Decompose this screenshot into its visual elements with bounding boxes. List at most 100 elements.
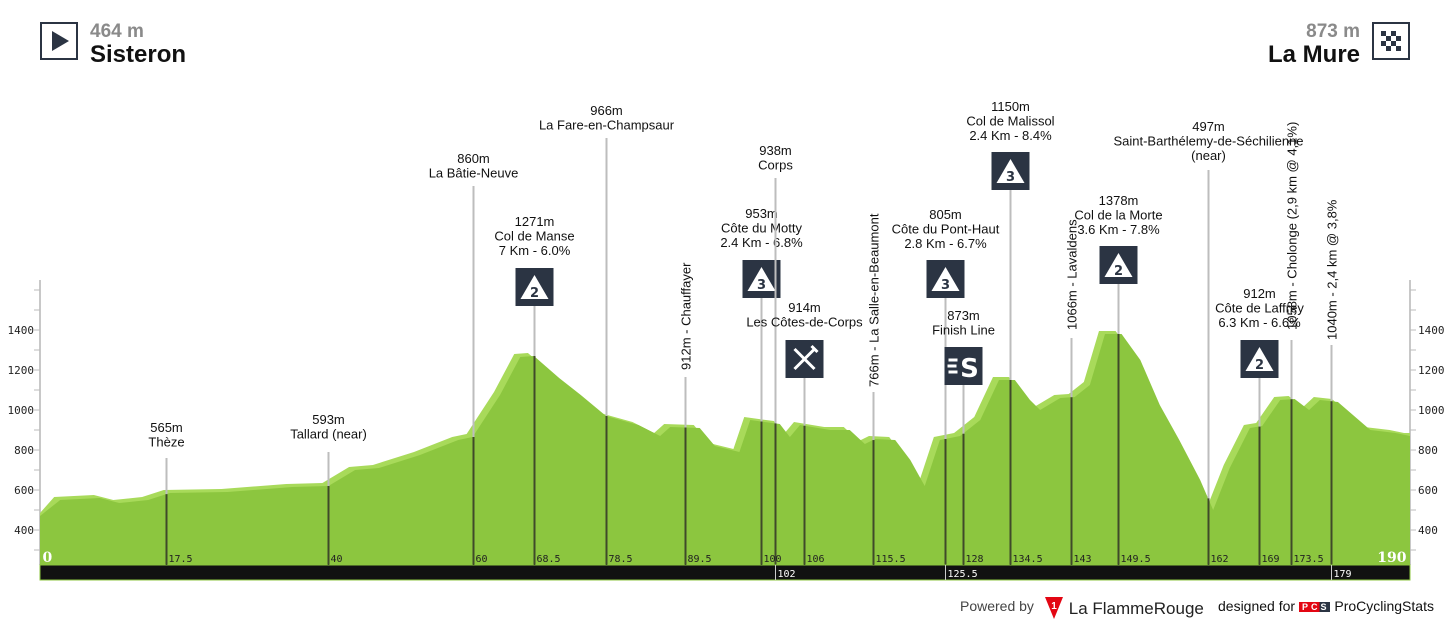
marker-label: Les Côtes-de-Corps	[746, 315, 863, 330]
km-label: 78.5	[609, 554, 633, 565]
marker-label: 2.8 Km - 6.7%	[904, 236, 987, 251]
svg-text:S: S	[960, 354, 979, 384]
marker-altitude: 1150m	[991, 99, 1030, 114]
km-label: 40	[331, 554, 343, 565]
pcs-label: ProCyclingStats	[1334, 598, 1434, 614]
checkered-flag-icon	[1372, 22, 1410, 60]
km-label: 115.5	[876, 554, 906, 565]
km-label: 89.5	[688, 554, 712, 565]
left-y-tick-label: 600	[14, 484, 34, 497]
footer-designed-for: designed for PCS ProCyclingStats	[1218, 598, 1434, 614]
marker-label: 6.3 Km - 6.6%	[1218, 315, 1301, 330]
marker-altitude: 938m	[759, 143, 792, 158]
marker-label: 2.4 Km - 6.8%	[720, 235, 803, 250]
right-y-tick-label: 1000	[1418, 404, 1445, 417]
km-label: 173.5	[1294, 554, 1324, 565]
marker-label: Côte du Pont-Haut	[892, 222, 1000, 237]
km-label: 134.5	[1013, 554, 1043, 565]
finish-city: La Mure	[1267, 41, 1360, 68]
marker-label: Corps	[758, 158, 793, 173]
designed-for-label: designed for	[1218, 598, 1296, 614]
footer-powered-by: Powered by	[960, 598, 1034, 614]
km-label: 162	[1211, 554, 1229, 565]
marker-label: (near)	[1191, 148, 1226, 163]
flamme-rouge-icon: 1	[1045, 597, 1063, 619]
marker-vertical-label: 766m - La Salle-en-Beaumont	[867, 213, 882, 387]
climb-category-3-icon: 3	[926, 260, 965, 298]
marker-label: Col de la Morte	[1074, 208, 1162, 223]
flamme-rouge-logo: 1 La FlammeRouge	[1044, 596, 1204, 620]
marker-label: Tallard (near)	[290, 427, 367, 442]
left-y-tick-label: 1400	[8, 324, 35, 337]
marker-altitude: 953m	[745, 206, 778, 221]
marker-vertical-label: 1058m - Cholonge (2,9 km @ 4,1%)	[1285, 122, 1300, 330]
climb-category-2-icon: 2	[1099, 246, 1138, 284]
km-label: 100	[764, 554, 782, 565]
svg-text:1: 1	[1051, 601, 1057, 612]
right-y-tick-label: 1200	[1418, 364, 1445, 377]
climb-category-2-icon: 2	[515, 268, 554, 306]
marker-altitude: 914m	[788, 300, 821, 315]
km-label: 106	[807, 554, 825, 565]
start-info: 464 m Sisteron	[90, 22, 186, 68]
km-label-bottom: 179	[1334, 569, 1352, 580]
marker-label: 3.6 Km - 7.8%	[1077, 222, 1160, 237]
marker-label: Côte du Motty	[721, 221, 802, 236]
marker-altitude: 1378m	[1099, 193, 1139, 208]
right-y-tick-label: 400	[1418, 524, 1438, 537]
marker-vertical-label: 1066m - Lavaldens	[1065, 219, 1080, 330]
left-y-tick-label: 400	[14, 524, 34, 537]
km-label: 169	[1262, 554, 1280, 565]
marker-label: La Bâtie-Neuve	[429, 166, 519, 181]
right-y-tick-label: 800	[1418, 444, 1438, 457]
svg-text:3: 3	[941, 278, 950, 293]
left-y-tick-label: 1000	[8, 404, 35, 417]
pcs-logo: PCS	[1298, 602, 1331, 612]
km-label-bottom: 102	[778, 569, 796, 580]
marker-label: Finish Line	[932, 323, 995, 338]
km-label-bottom: 125.5	[948, 569, 978, 580]
marker-altitude: 860m	[457, 151, 490, 166]
flamme-rouge-label: La FlammeRouge	[1068, 599, 1204, 618]
svg-text:2: 2	[530, 286, 539, 301]
feed-zone-icon	[785, 340, 824, 378]
sprint-icon: S	[944, 347, 983, 385]
marker-label: Col de Malissol	[966, 114, 1054, 129]
svg-text:3: 3	[1006, 170, 1015, 185]
marker-altitude: 805m	[929, 207, 962, 222]
left-y-tick-label: 1200	[8, 364, 35, 377]
marker-altitude: 966m	[590, 103, 623, 118]
svg-text:3: 3	[757, 278, 766, 293]
svg-text:2: 2	[1255, 358, 1264, 373]
start-play-icon	[40, 22, 78, 60]
marker-altitude: 565m	[150, 420, 183, 435]
marker-altitude: 1271m	[515, 214, 555, 229]
finish-altitude: 873 m	[1306, 21, 1360, 42]
finish-info: 873 m La Mure	[1268, 22, 1360, 68]
marker-altitude: 497m	[1192, 119, 1225, 134]
km-label: 17.5	[169, 554, 193, 565]
right-y-tick-label: 1400	[1418, 324, 1445, 337]
left-y-tick-label: 800	[14, 444, 34, 457]
climb-category-3-icon: 3	[742, 260, 781, 298]
km-band	[39, 564, 1411, 581]
km-label: 68.5	[537, 554, 561, 565]
right-y-tick-label: 600	[1418, 484, 1438, 497]
marker-altitude: 912m	[1243, 286, 1276, 301]
powered-by-label: Powered by	[960, 598, 1034, 614]
marker-label: 2.4 Km - 8.4%	[969, 128, 1052, 143]
climb-category-3-icon: 3	[991, 152, 1030, 190]
km-label: 60	[476, 554, 488, 565]
marker-label: Côte de Laffrey	[1215, 301, 1304, 316]
climb-category-2-icon: 2	[1240, 340, 1279, 378]
marker-altitude: 593m	[312, 412, 345, 427]
marker-label: 7 Km - 6.0%	[499, 243, 571, 258]
marker-label: Thèze	[148, 435, 184, 450]
svg-text:2: 2	[1114, 264, 1123, 279]
elevation-profile	[40, 334, 1410, 565]
km-label: 143	[1074, 554, 1092, 565]
stage-profile-chart: 400 400 600 600 800 800 1000 1000 1200 1200 1400 14…	[8, 99, 1445, 581]
km-label: 149.5	[1121, 554, 1151, 565]
km-label: 190	[1377, 550, 1406, 566]
marker-label: Saint-Barthélemy-de-Séchilienne	[1113, 134, 1303, 149]
